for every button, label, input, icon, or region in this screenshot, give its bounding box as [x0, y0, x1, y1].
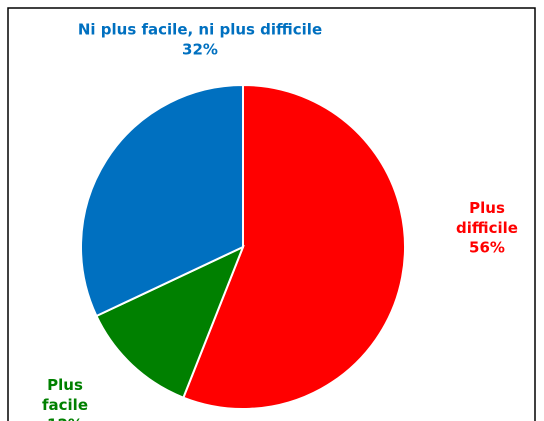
- slice-label: Plus facile: [42, 376, 88, 414]
- label-line: Plus: [469, 199, 505, 217]
- frame: [7, 7, 536, 421]
- label-line: Plus: [47, 376, 83, 394]
- slice-label: Ni plus facile, ni plus difficile: [78, 21, 322, 39]
- slice-value-label: 32%: [182, 41, 218, 59]
- slice-value-label: 56%: [469, 239, 505, 257]
- pie-slice: [95, 245, 245, 399]
- slice-label: Plus difficile: [456, 199, 518, 237]
- pie-slice: [80, 83, 244, 318]
- slice-value-label: 12%: [47, 416, 83, 421]
- label-line: facile: [42, 396, 88, 414]
- pie-slice: [182, 83, 406, 410]
- label-line: difficile: [456, 219, 518, 237]
